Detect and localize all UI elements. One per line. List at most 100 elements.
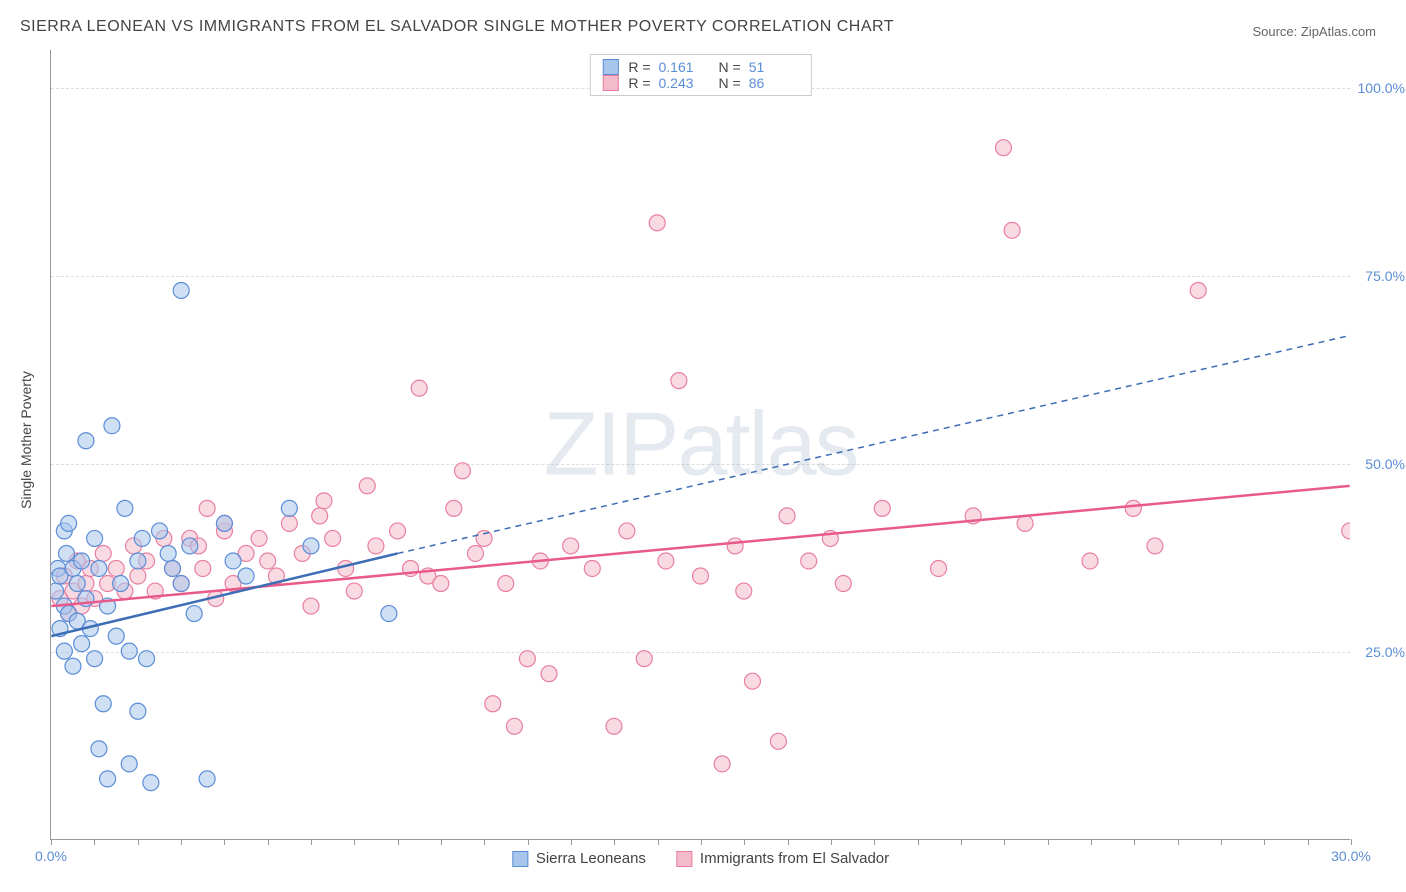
data-point — [541, 666, 557, 682]
data-point — [121, 756, 137, 772]
data-point — [446, 500, 462, 516]
x-tick — [1264, 839, 1265, 845]
x-tick — [961, 839, 962, 845]
data-point — [770, 733, 786, 749]
x-tick — [571, 839, 572, 845]
data-point — [359, 478, 375, 494]
data-point — [727, 538, 743, 554]
data-point — [606, 718, 622, 734]
data-point — [139, 651, 155, 667]
data-point — [995, 140, 1011, 156]
data-point — [104, 418, 120, 434]
data-point — [485, 696, 501, 712]
x-tick — [268, 839, 269, 845]
data-point — [91, 560, 107, 576]
data-point — [1125, 500, 1141, 516]
x-tick — [1048, 839, 1049, 845]
stats-row-series-a: R = 0.161 N = 51 — [602, 59, 798, 75]
data-point — [1190, 282, 1206, 298]
trend-line — [398, 336, 1350, 554]
data-point — [173, 282, 189, 298]
x-tick — [1221, 839, 1222, 845]
stat-value: 0.161 — [659, 59, 709, 75]
data-point — [433, 576, 449, 592]
data-point — [671, 373, 687, 389]
swatch-icon — [676, 851, 692, 867]
data-point — [693, 568, 709, 584]
chart-title: SIERRA LEONEAN VS IMMIGRANTS FROM EL SAL… — [20, 18, 894, 36]
data-point — [346, 583, 362, 599]
data-point — [303, 598, 319, 614]
x-tick — [181, 839, 182, 845]
x-tick — [224, 839, 225, 845]
y-tick-label: 75.0% — [1365, 268, 1405, 284]
data-point — [152, 523, 168, 539]
data-point — [467, 545, 483, 561]
x-tick — [398, 839, 399, 845]
stat-label: N = — [719, 59, 741, 75]
y-tick-label: 25.0% — [1365, 644, 1405, 660]
data-point — [182, 538, 198, 554]
data-point — [251, 530, 267, 546]
stat-value: 0.243 — [659, 75, 709, 91]
x-tick — [658, 839, 659, 845]
data-point — [173, 576, 189, 592]
legend-label: Sierra Leoneans — [536, 850, 646, 867]
x-tick — [744, 839, 745, 845]
data-point — [584, 560, 600, 576]
data-point — [1017, 515, 1033, 531]
data-point — [199, 771, 215, 787]
data-point — [931, 560, 947, 576]
x-tick — [94, 839, 95, 845]
data-point — [390, 523, 406, 539]
y-axis-label: Single Mother Poverty — [18, 371, 34, 509]
stat-label: N = — [719, 75, 741, 91]
data-point — [160, 545, 176, 561]
data-point — [260, 553, 276, 569]
data-point — [563, 538, 579, 554]
data-point — [143, 775, 159, 791]
stat-label: R = — [628, 75, 650, 91]
data-point — [113, 576, 129, 592]
data-point — [1004, 222, 1020, 238]
data-point — [619, 523, 635, 539]
x-tick — [874, 839, 875, 845]
data-point — [74, 553, 90, 569]
data-point — [199, 500, 215, 516]
data-point — [303, 538, 319, 554]
x-tick — [484, 839, 485, 845]
data-point — [61, 515, 77, 531]
scatter-svg — [51, 50, 1350, 839]
data-point — [225, 553, 241, 569]
data-point — [736, 583, 752, 599]
source-attribution: Source: ZipAtlas.com — [1252, 24, 1376, 39]
data-point — [69, 576, 85, 592]
data-point — [381, 606, 397, 622]
x-tick — [51, 839, 52, 845]
data-point — [216, 515, 232, 531]
data-point — [835, 576, 851, 592]
data-point — [78, 433, 94, 449]
data-point — [368, 538, 384, 554]
data-point — [744, 673, 760, 689]
swatch-icon — [602, 59, 618, 75]
data-point — [165, 560, 181, 576]
data-point — [506, 718, 522, 734]
x-tick-label: 0.0% — [35, 848, 67, 864]
stats-box: R = 0.161 N = 51 R = 0.243 N = 86 — [589, 54, 811, 96]
x-tick — [138, 839, 139, 845]
data-point — [130, 703, 146, 719]
data-point — [74, 636, 90, 652]
data-point — [338, 560, 354, 576]
data-point — [714, 756, 730, 772]
x-tick — [1091, 839, 1092, 845]
stat-value: 86 — [749, 75, 799, 91]
legend-label: Immigrants from El Salvador — [700, 850, 889, 867]
data-point — [87, 530, 103, 546]
x-tick — [441, 839, 442, 845]
data-point — [312, 508, 328, 524]
x-tick — [311, 839, 312, 845]
x-tick — [918, 839, 919, 845]
data-point — [476, 530, 492, 546]
data-point — [1082, 553, 1098, 569]
